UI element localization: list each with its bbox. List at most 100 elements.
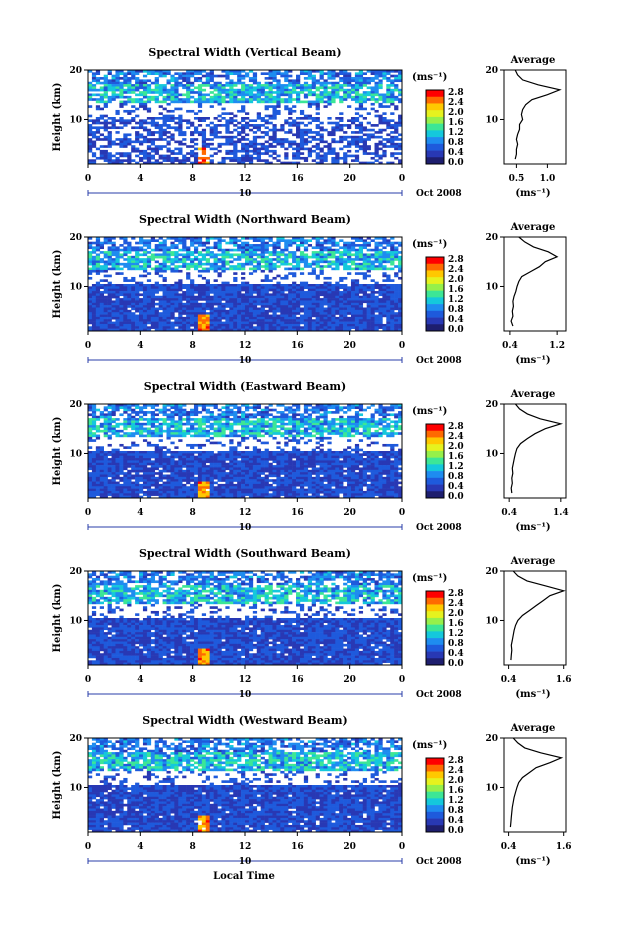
heatmap-cell: [95, 316, 101, 320]
heatmap-cell: [268, 244, 273, 247]
heatmap-cell: [154, 448, 159, 452]
heatmap-cell: [303, 241, 309, 245]
heatmap-cell: [146, 474, 152, 478]
heatmap-cell: [366, 314, 371, 318]
heatmap-cell: [111, 483, 116, 487]
heatmap-cell: [190, 253, 195, 257]
heatmap-cell: [95, 418, 101, 421]
heatmap-cell: [170, 328, 175, 332]
heatmap-cell: [166, 149, 171, 153]
heatmap-cell: [217, 114, 222, 118]
heatmap-cell: [166, 260, 171, 264]
heatmap-cell: [150, 326, 156, 329]
heatmap-cell: [99, 495, 104, 499]
heatmap-cell: [190, 74, 195, 78]
heatmap-cell: [174, 298, 179, 301]
heatmap-cell: [178, 248, 183, 252]
heatmap-cell: [142, 309, 148, 313]
heatmap-cell: [166, 300, 171, 304]
heatmap-cell: [103, 260, 108, 264]
heatmap-cell: [350, 291, 356, 294]
heatmap-cell: [123, 495, 128, 499]
heatmap-cell: [209, 70, 214, 73]
heatmap-cell: [139, 246, 144, 250]
heatmap-cell: [229, 316, 234, 320]
heatmap-cell: [139, 309, 144, 313]
heatmap-cell: [103, 490, 108, 494]
heatmap-cell: [174, 239, 179, 242]
heatmap-cell: [197, 102, 203, 106]
heatmap-cell: [142, 291, 148, 294]
heatmap-cell: [150, 432, 156, 435]
heatmap-cell: [111, 314, 116, 318]
heatmap-cell: [245, 244, 250, 247]
heatmap-cell: [370, 133, 375, 137]
heatmap-cell: [311, 269, 316, 273]
heatmap-cell: [91, 404, 97, 407]
heatmap-cell: [115, 476, 120, 480]
heatmap-cell: [354, 131, 360, 134]
heatmap-cell: [95, 462, 101, 466]
heatmap-cell: [103, 483, 108, 487]
heatmap-cell: [209, 307, 214, 311]
heatmap-cell: [343, 131, 348, 134]
heatmap-cell: [347, 81, 352, 85]
heatmap-cell: [241, 117, 246, 120]
heatmap-cell: [174, 117, 179, 120]
heatmap-cell: [260, 119, 265, 122]
heatmap-cell: [292, 288, 297, 292]
heatmap-cell: [386, 302, 391, 306]
heatmap-cell: [245, 258, 250, 261]
heatmap-cell: [131, 258, 136, 261]
heatmap-cell: [358, 147, 364, 151]
heatmap-cell: [107, 411, 112, 414]
heatmap-cell: [378, 140, 383, 144]
heatmap-cell: [162, 84, 167, 87]
heatmap-cell: [205, 246, 210, 250]
heatmap-cell: [213, 267, 218, 271]
heatmap-cell: [107, 86, 112, 90]
heatmap-cell: [150, 138, 156, 141]
heatmap-cell: [115, 467, 120, 471]
heatmap-cell: [186, 321, 191, 325]
heatmap-cell: [303, 319, 309, 322]
heatmap-cell: [88, 467, 93, 471]
heatmap-cell: [142, 253, 148, 257]
heatmap-cell: [311, 255, 316, 259]
heatmap-cell: [284, 321, 289, 325]
heatmap-cell: [264, 244, 269, 247]
heatmap-cell: [217, 321, 222, 325]
heatmap-cell: [142, 458, 148, 461]
heatmap-cell: [296, 309, 301, 313]
heatmap-cell: [288, 314, 293, 318]
heatmap-cell: [127, 291, 132, 294]
colorbar-tick-label: 0.0: [448, 158, 464, 168]
heatmap-cell: [174, 79, 179, 83]
heatmap-cell: [135, 451, 140, 454]
heatmap-cell: [386, 251, 391, 254]
heatmap-cell: [354, 124, 360, 127]
heatmap-cell: [213, 237, 218, 240]
heatmap-cell: [256, 239, 261, 242]
heatmap-cell: [213, 246, 218, 250]
heatmap-cell: [343, 81, 348, 85]
heatmap-cell: [237, 326, 242, 329]
heatmap-cell: [370, 286, 375, 289]
heatmap-cell: [119, 284, 124, 287]
heatmap-cell: [319, 86, 324, 90]
heatmap-cell: [107, 258, 112, 261]
heatmap-cell: [225, 100, 230, 104]
heatmap-cell: [366, 274, 371, 278]
heatmap-cell: [331, 302, 336, 306]
heatmap-cell: [123, 453, 128, 456]
heatmap-cell: [331, 126, 336, 130]
heatmap-cell: [201, 117, 207, 120]
heatmap-cell: [142, 404, 148, 407]
heatmap-cell: [221, 307, 226, 311]
heatmap-cell: [190, 70, 195, 73]
heatmap-cell: [335, 328, 340, 332]
heatmap-cell: [233, 149, 238, 153]
heatmap-cell: [162, 328, 167, 332]
heatmap-cell: [170, 260, 175, 264]
heatmap-cell: [280, 248, 285, 252]
